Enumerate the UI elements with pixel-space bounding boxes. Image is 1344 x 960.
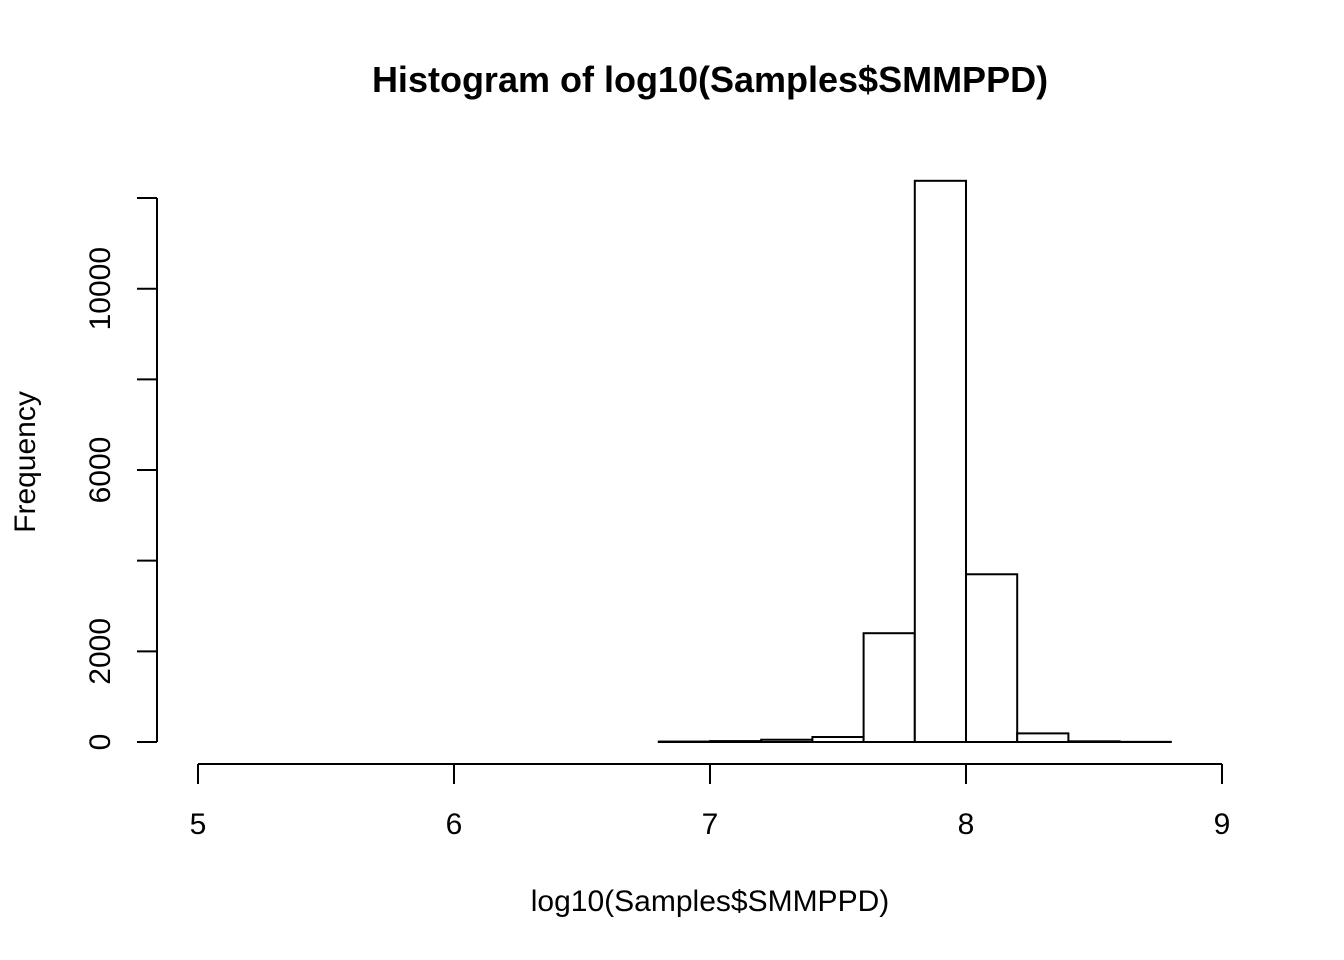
y-axis-label: Frequency [9,391,42,533]
y-tick-label: 2000 [84,618,117,685]
chart-title: Histogram of log10(Samples$SMMPPD) [372,59,1048,100]
y-ticks: 0 2000 6000 10000 [84,197,157,751]
x-tick-label: 8 [958,808,975,841]
histogram-bar [709,740,763,744]
histogram-bar [760,738,814,743]
x-tick-label: 5 [190,808,207,841]
histogram-bar [862,632,916,744]
histogram-bar [1067,740,1121,744]
y-tick-label: 6000 [84,437,117,504]
histogram-bar [965,573,1019,744]
y-axis: 0 2000 6000 10000 [84,197,158,751]
x-tick-label: 7 [702,808,719,841]
x-ticks: 5 6 7 8 9 [190,764,1231,841]
x-axis-label: log10(Samples$SMMPPD) [531,885,889,918]
histogram-bars [657,179,1172,744]
x-tick-label: 6 [446,808,463,841]
x-axis: 5 6 7 8 9 [190,763,1231,841]
histogram-bar [913,179,967,743]
x-tick-label: 9 [1214,808,1231,841]
histogram-bar [811,736,865,744]
y-tick-label: 10000 [84,247,117,330]
histogram-bar [1016,732,1070,744]
y-tick-label: 0 [84,734,117,751]
